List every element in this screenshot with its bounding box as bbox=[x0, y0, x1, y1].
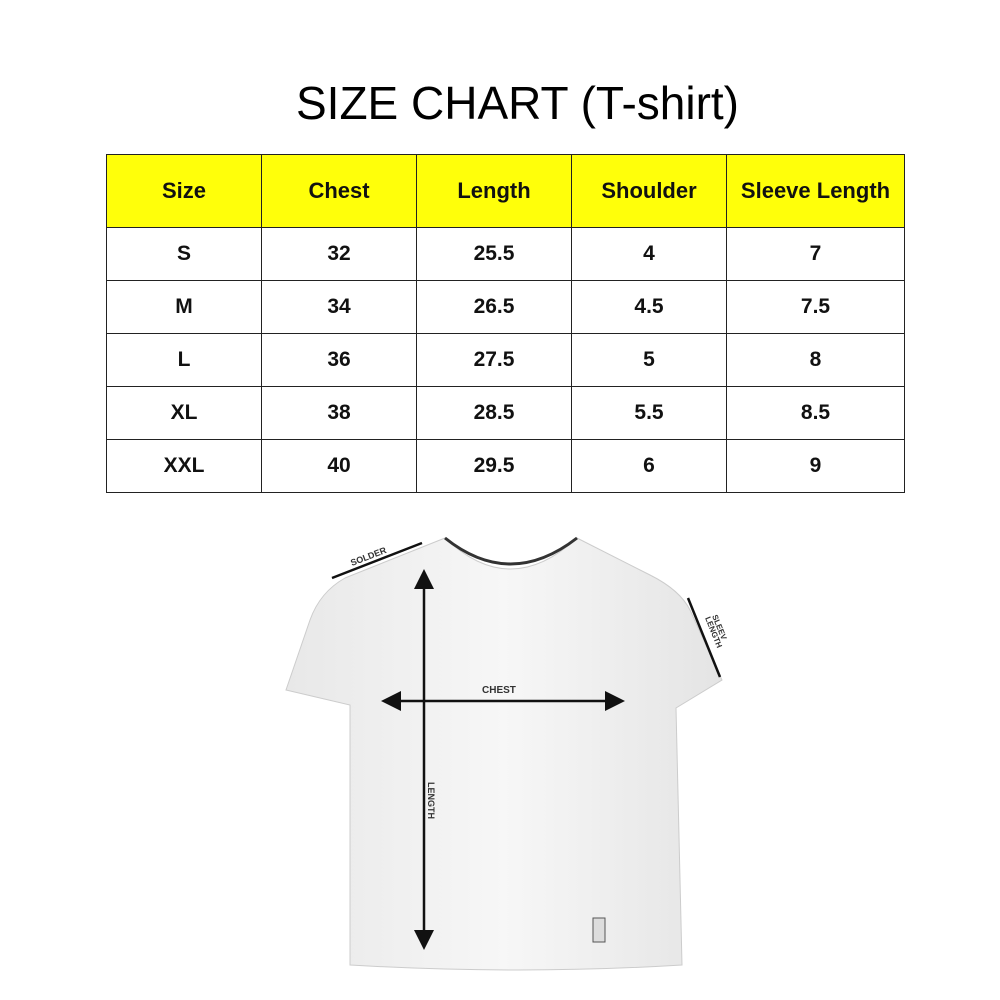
table-row: XXL 40 29.5 6 9 bbox=[106, 439, 905, 493]
table-cell: 6 bbox=[571, 439, 727, 493]
shoulder-measure-line bbox=[331, 541, 423, 580]
column-header: Sleeve Length bbox=[726, 154, 905, 228]
table-cell: 8 bbox=[726, 333, 905, 387]
table-cell: 40 bbox=[261, 439, 417, 493]
column-header: Chest bbox=[261, 154, 417, 228]
table-row: XL 38 28.5 5.5 8.5 bbox=[106, 386, 905, 440]
page-title: SIZE CHART (T-shirt) bbox=[296, 77, 739, 129]
table-cell: 28.5 bbox=[416, 386, 572, 440]
table-cell: 27.5 bbox=[416, 333, 572, 387]
table-cell: 5 bbox=[571, 333, 727, 387]
column-header: Size bbox=[106, 154, 262, 228]
table-cell: 5.5 bbox=[571, 386, 727, 440]
chest-label: CHEST bbox=[482, 685, 516, 696]
table-cell: 8.5 bbox=[726, 386, 905, 440]
length-label: LENGTH bbox=[426, 782, 436, 819]
table-cell: 4 bbox=[571, 227, 727, 281]
table-cell: XXL bbox=[106, 439, 262, 493]
collar bbox=[444, 536, 578, 566]
size-table: Size Chest Length Shoulder Sleeve Length S 32… bbox=[106, 154, 905, 493]
table-cell: 7.5 bbox=[726, 280, 905, 334]
table-cell: L bbox=[106, 333, 262, 387]
table-cell: 36 bbox=[261, 333, 417, 387]
table-cell: 7 bbox=[726, 227, 905, 281]
brand-tag bbox=[592, 917, 606, 943]
sleeve-measure-line bbox=[686, 597, 722, 678]
table-cell: 4.5 bbox=[571, 280, 727, 334]
table-row: L 36 27.5 5 8 bbox=[106, 333, 905, 387]
table-cell: M bbox=[106, 280, 262, 334]
table-cell: 25.5 bbox=[416, 227, 572, 281]
column-header: Length bbox=[416, 154, 572, 228]
table-cell: S bbox=[106, 227, 262, 281]
table-header-row: Size Chest Length Shoulder Sleeve Length bbox=[106, 154, 905, 228]
tshirt-shape bbox=[285, 537, 723, 971]
table-cell: 29.5 bbox=[416, 439, 572, 493]
table-cell: 9 bbox=[726, 439, 905, 493]
table-cell: XL bbox=[106, 386, 262, 440]
table-row: S 32 25.5 4 7 bbox=[106, 227, 905, 281]
